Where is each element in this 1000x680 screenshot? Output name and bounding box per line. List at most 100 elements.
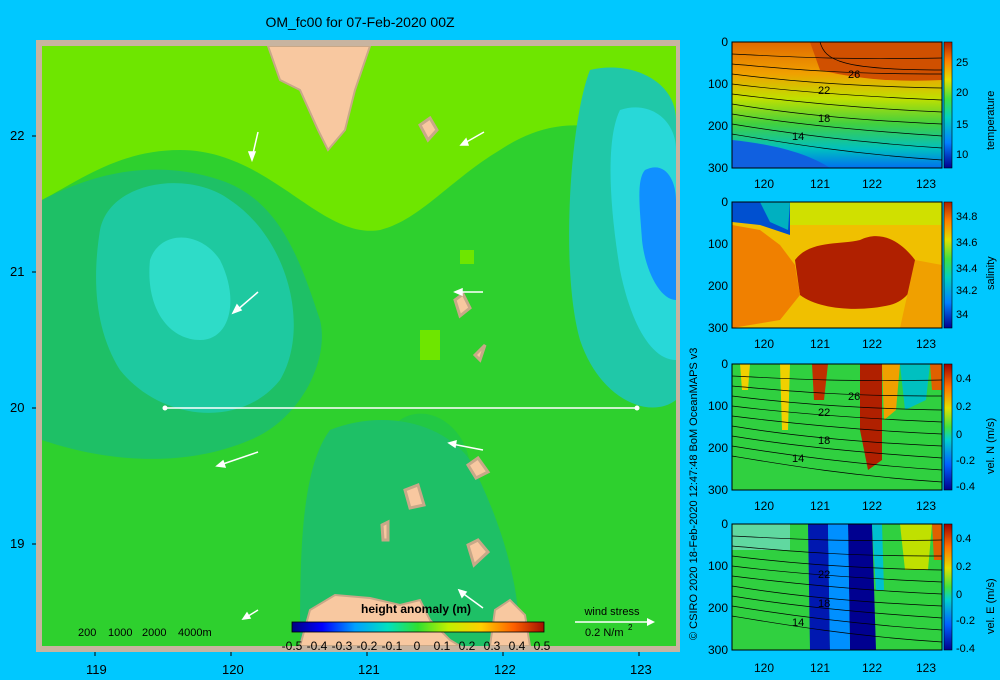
lat-tick-marks (32, 135, 36, 545)
cbar-tick: 0.2 (956, 561, 971, 573)
land-north (266, 46, 372, 152)
cbar-tick: -0.2 (956, 615, 975, 627)
colorbar-label: height anomaly (m) (361, 602, 471, 616)
depth-tick: 300 (708, 643, 728, 657)
colorbar-tick: 0.3 (484, 639, 501, 653)
cbar-tick: 0 (956, 429, 962, 441)
colorbar-tick: 0.5 (534, 639, 551, 653)
vel-n-panel: 26 22 18 14 (731, 363, 953, 491)
cbar-tick: 34.8 (956, 211, 977, 223)
depth-tick: 300 (708, 161, 728, 175)
depth-tick: 0 (721, 517, 728, 531)
lon-label-122: 122 (494, 662, 516, 677)
vel-e-panel: 22 18 14 (731, 523, 953, 651)
lon-tick: 121 (810, 177, 830, 191)
lon-label-120: 120 (222, 662, 244, 677)
cbar-tick: 34.4 (956, 263, 977, 275)
lon-tick: 121 (810, 499, 830, 513)
contour-label: 22 (818, 407, 830, 419)
depth-tick: 100 (708, 237, 728, 251)
cbar-tick: 0.4 (956, 373, 971, 385)
panel-label-vel-n: vel. N (m/s) (985, 418, 997, 474)
section-panels[interactable]: 26 22 18 14 (700, 30, 1000, 680)
wind-stress-label: wind stress (583, 606, 640, 618)
depth-tick: 200 (708, 441, 728, 455)
colorbar-tick: 0.2 (459, 639, 476, 653)
cbar-tick: 15 (956, 119, 968, 131)
lon-tick: 123 (916, 661, 936, 675)
colorbar-tick: -0.4 (307, 639, 328, 653)
colorbar-tick: 0 (414, 639, 421, 653)
colorbar-tick: -0.5 (282, 639, 303, 653)
lon-label-119: 119 (86, 662, 107, 677)
depth-tick: 0 (721, 195, 728, 209)
lon-label-123: 123 (630, 662, 652, 677)
lon-tick: 122 (862, 177, 882, 191)
depth-tick: 200 (708, 601, 728, 615)
lon-tick: 122 (862, 337, 882, 351)
panel-label-vel-e: vel. E (m/s) (985, 578, 997, 634)
contour-label: 18 (818, 113, 830, 125)
cbar-tick: 10 (956, 149, 968, 161)
lon-tick: 123 (916, 177, 936, 191)
depth-tick: 300 (708, 321, 728, 335)
main-map[interactable]: height anomaly (m) -0.5 -0.4 -0.3 -0.2 -… (0, 0, 680, 680)
depth-tick: 100 (708, 77, 728, 91)
lon-tick: 120 (754, 337, 774, 351)
cbar-tick: -0.4 (956, 643, 975, 655)
cbar-tick: 25 (956, 57, 968, 69)
colorbar-tick: -0.3 (332, 639, 353, 653)
depth-tick: 0 (721, 357, 728, 371)
lat-label-20: 20 (10, 400, 25, 415)
contour-label: 14 (792, 131, 804, 143)
lon-tick: 123 (916, 337, 936, 351)
temperature-panel: 26 22 18 14 (731, 41, 953, 169)
lon-tick: 121 (810, 661, 830, 675)
lon-tick: 122 (862, 661, 882, 675)
depth-legend-item: 200 (78, 627, 96, 639)
colorbar (291, 621, 545, 633)
colorbar-tick: 0.1 (434, 639, 451, 653)
depth-legend-item: 2000 (142, 627, 166, 639)
depth-tick: 100 (708, 559, 728, 573)
colorbar-tick: -0.2 (357, 639, 378, 653)
cbar-tick: 0.2 (956, 401, 971, 413)
depth-tick: 100 (708, 399, 728, 413)
lon-tick: 120 (754, 177, 774, 191)
lon-tick: 123 (916, 499, 936, 513)
depth-tick: 200 (708, 279, 728, 293)
lon-tick: 122 (862, 499, 882, 513)
lon-tick: 120 (754, 661, 774, 675)
contour-label: 22 (818, 569, 830, 581)
contour-label: 18 (818, 435, 830, 447)
cbar-tick: -0.2 (956, 455, 975, 467)
panel-label-salinity: salinity (985, 256, 997, 290)
cbar-tick: 34.6 (956, 237, 977, 249)
credit-text: © CSIRO 2020 18-Feb-2020 12:47:48 BoM Oc… (688, 347, 700, 640)
cbar-tick: 20 (956, 87, 968, 99)
lat-label-22: 22 (10, 128, 25, 143)
lon-label-121: 121 (358, 662, 380, 677)
contour-label: 26 (848, 391, 860, 403)
land-south (298, 593, 462, 646)
lon-tick: 120 (754, 499, 774, 513)
cbar-tick: -0.4 (956, 481, 975, 493)
contour-label: 18 (818, 598, 830, 610)
cbar-tick: 0.4 (956, 533, 971, 545)
lon-tick-marks (94, 652, 640, 656)
colorbar-tick: 0.4 (509, 639, 526, 653)
cbar-tick: 0 (956, 589, 962, 601)
contour-label: 26 (848, 69, 860, 81)
depth-tick: 200 (708, 119, 728, 133)
lat-label-19: 19 (10, 536, 25, 551)
contour-label: 22 (818, 85, 830, 97)
contour-label: 14 (792, 617, 804, 629)
wind-stress-superscript: 2 (628, 623, 633, 632)
contour-label: 14 (792, 453, 804, 465)
cbar-tick: 34.2 (956, 285, 977, 297)
salinity-panel (731, 201, 953, 329)
lon-tick: 121 (810, 337, 830, 351)
panel-label-temperature: temperature (985, 91, 997, 150)
depth-legend-item: 4000m (178, 627, 212, 639)
map-title: OM_fc00 for 07-Feb-2020 00Z (265, 14, 455, 30)
